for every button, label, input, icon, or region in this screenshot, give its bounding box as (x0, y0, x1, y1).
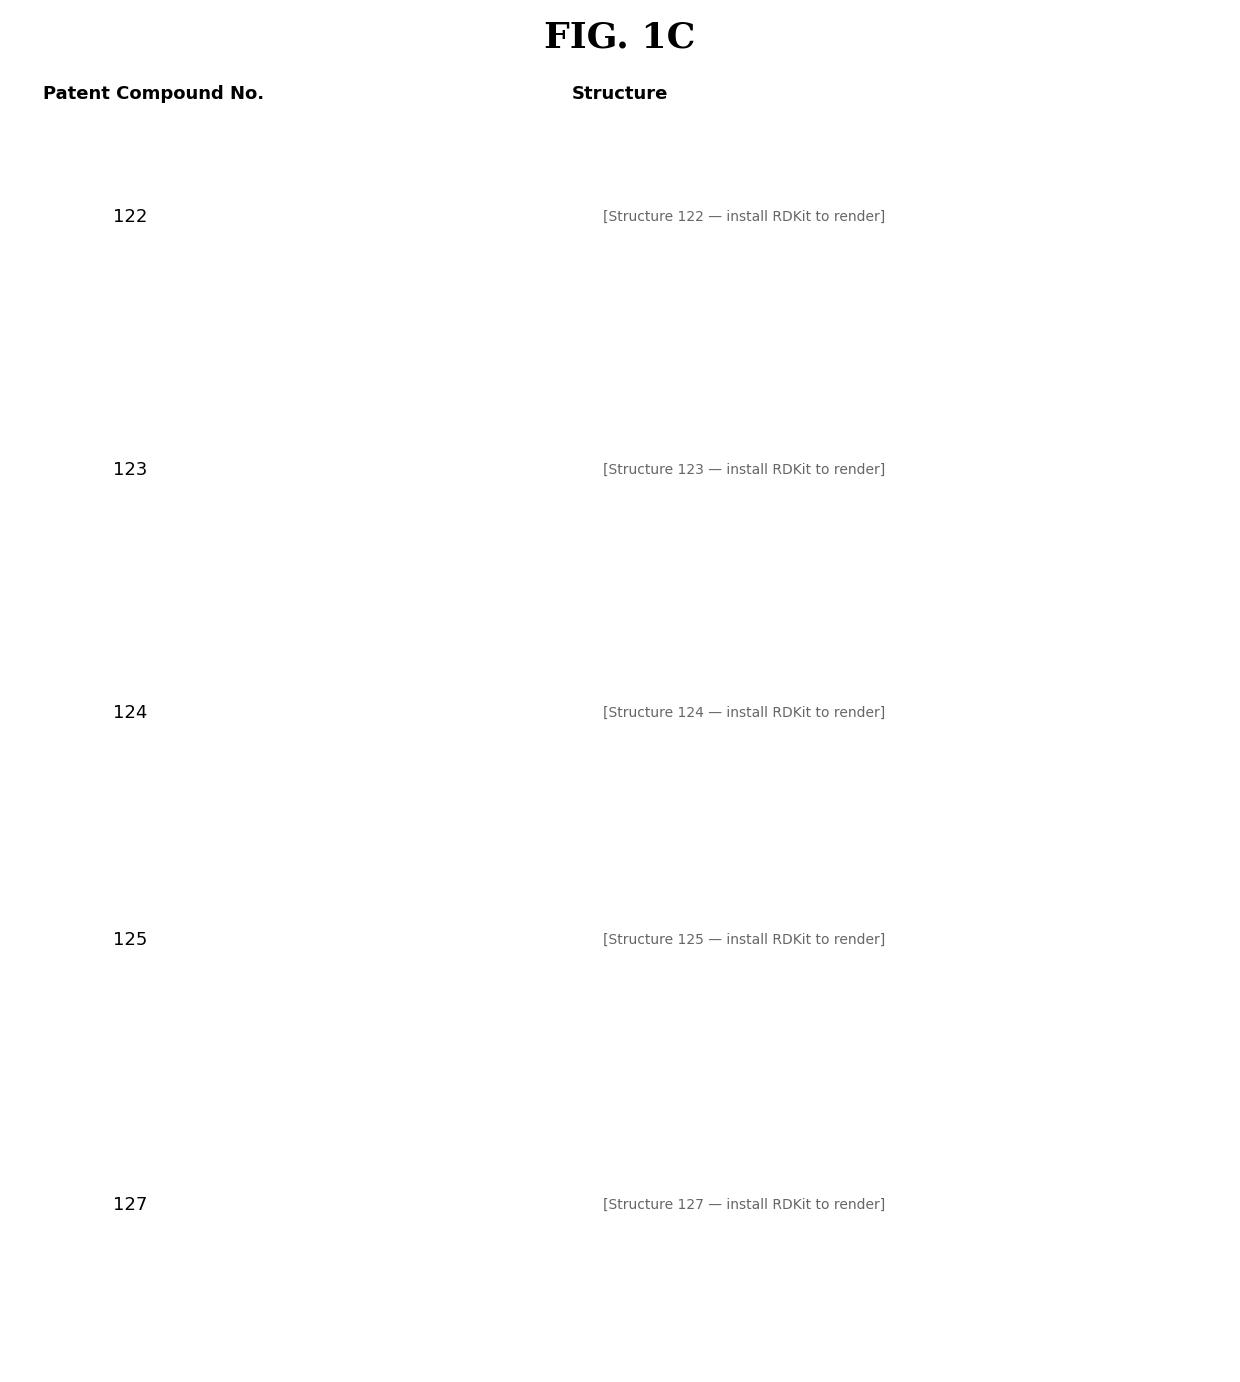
Text: 123: 123 (113, 460, 148, 480)
Text: 124: 124 (113, 703, 148, 723)
Text: 122: 122 (113, 207, 148, 227)
Text: FIG. 1C: FIG. 1C (544, 21, 696, 54)
Text: [Structure 125 — install RDKit to render]: [Structure 125 — install RDKit to render… (603, 933, 885, 947)
Text: [Structure 124 — install RDKit to render]: [Structure 124 — install RDKit to render… (603, 706, 885, 720)
Text: [Structure 123 — install RDKit to render]: [Structure 123 — install RDKit to render… (603, 463, 885, 477)
Text: Patent Compound No.: Patent Compound No. (43, 84, 264, 104)
Text: [Structure 122 — install RDKit to render]: [Structure 122 — install RDKit to render… (603, 210, 885, 224)
Text: Structure: Structure (572, 84, 668, 104)
Text: [Structure 127 — install RDKit to render]: [Structure 127 — install RDKit to render… (603, 1198, 885, 1212)
Text: 127: 127 (113, 1195, 148, 1215)
Text: 125: 125 (113, 930, 148, 949)
